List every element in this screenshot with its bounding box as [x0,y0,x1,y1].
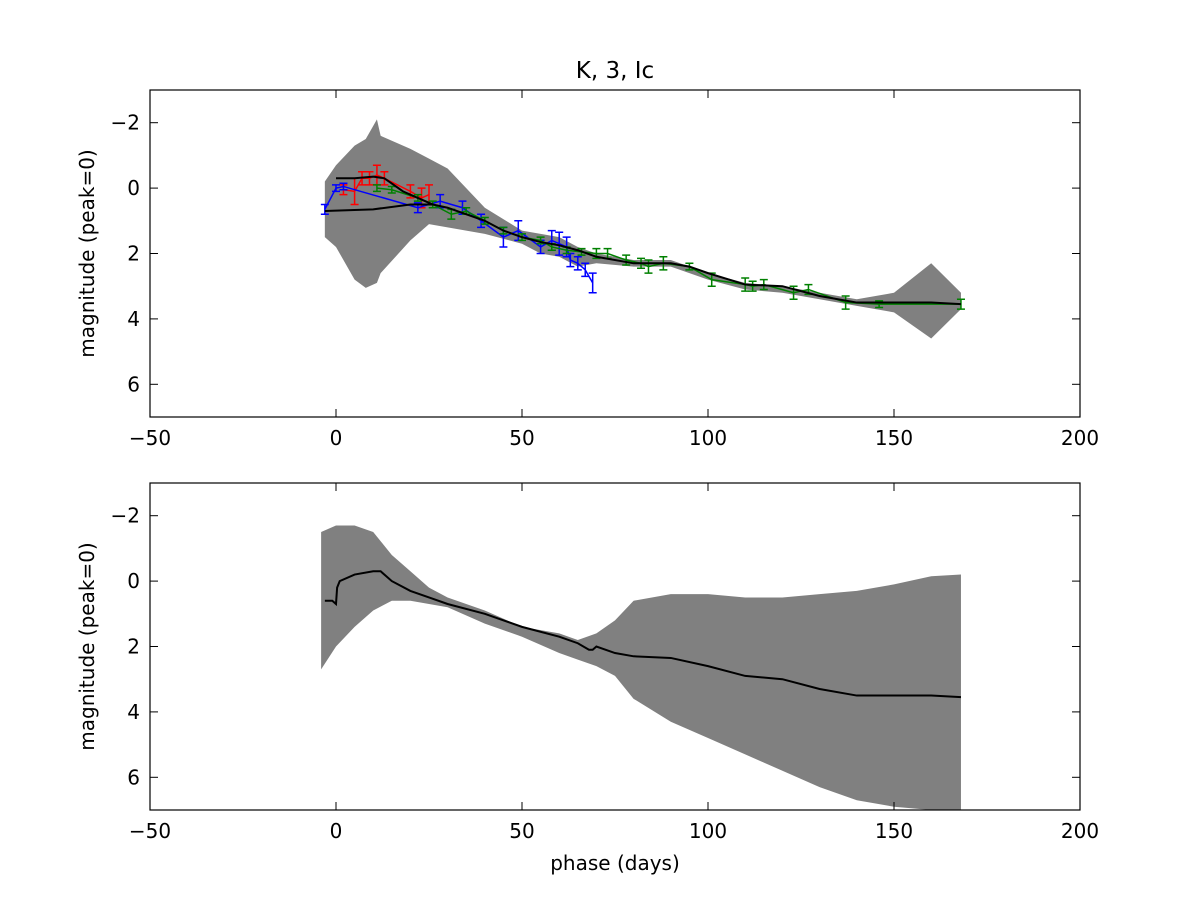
x-tick-label: 150 [875,819,913,843]
error-bar [365,171,374,186]
error-bar [332,184,340,193]
mean-line [324,570,962,699]
x-tick-label: 150 [875,426,913,450]
error-bar [339,182,348,191]
error-bar [841,295,850,310]
error-bar [555,231,564,256]
error-bar [748,280,757,292]
error-bar [581,262,590,278]
uncertainty-band [321,525,961,810]
x-axis-label: phase (days) [550,851,680,875]
error-bar [477,213,486,229]
y-tick-label: −2 [111,111,140,135]
plot-area [321,525,962,810]
y-axis-label: magnitude (peak=0) [75,542,99,750]
uncertainty-band [324,119,961,339]
x-tick-label: 50 [509,426,534,450]
y-tick-label: 2 [127,242,140,266]
y-tick-label: 4 [127,307,140,331]
y-tick-label: 0 [127,176,140,200]
x-tick-label: −50 [129,819,171,843]
y-tick-label: −2 [111,504,140,528]
x-tick-label: 200 [1061,426,1099,450]
x-tick-label: 0 [330,819,343,843]
y-tick-label: 6 [127,372,140,396]
mean-line [336,175,962,306]
plot-area [320,119,965,339]
error-bar [573,256,582,271]
x-tick-label: −50 [129,426,171,450]
x-tick-label: 200 [1061,819,1099,843]
error-bar [320,203,329,216]
x-tick-label: 100 [689,819,727,843]
error-bar [588,272,597,294]
y-tick-label: 6 [127,765,140,789]
mean-line [324,203,433,212]
axes-frame [149,89,1081,418]
chart-title: K, 3, Ic [576,58,654,84]
x-tick-label: 100 [689,426,727,450]
error-bar [622,254,631,266]
y-tick-label: 0 [127,569,140,593]
y-tick-label: 4 [127,700,140,724]
x-tick-label: 0 [330,426,343,450]
error-bar [644,259,653,274]
y-axis-label: magnitude (peak=0) [75,149,99,357]
y-tick-label: 2 [127,635,140,659]
x-tick-label: 50 [509,819,534,843]
error-bar [372,184,381,193]
